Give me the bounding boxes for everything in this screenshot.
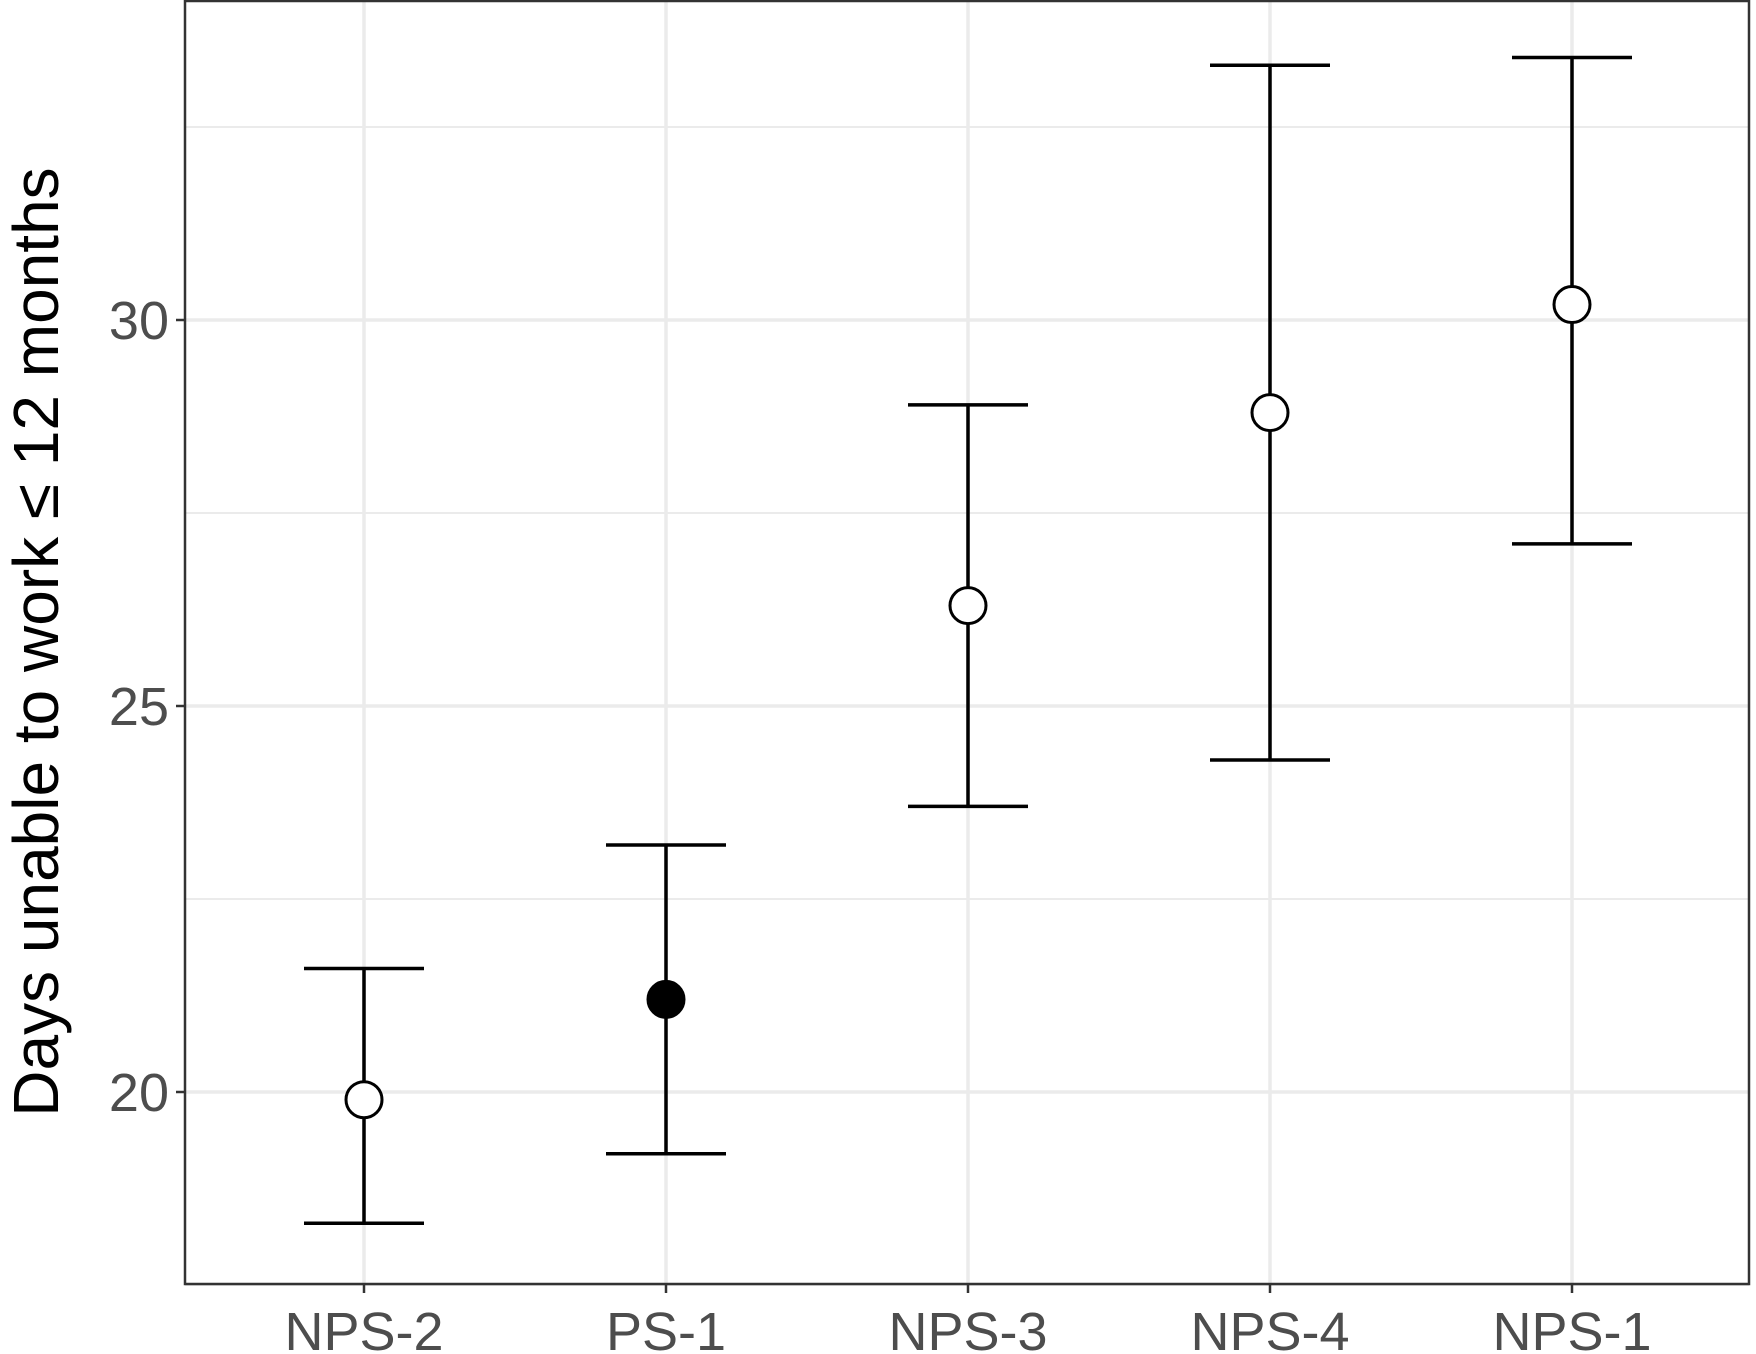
point-NPS-2: [344, 1080, 384, 1120]
x-tick-label: NPS-2: [284, 1302, 443, 1354]
point-NPS-1: [1552, 285, 1592, 325]
x-tick-label: NPS-1: [1492, 1302, 1651, 1354]
y-tick-label: 25: [109, 677, 169, 737]
y-axis-title: Days unable to work ≤ 12 months: [0, 167, 72, 1116]
x-tick-label: NPS-4: [1190, 1302, 1349, 1354]
point-NPS-3: [948, 586, 988, 626]
axes: 20 25 30 NPS-2 PS-1 NPS-3 NPS-4 NPS-1: [109, 291, 1652, 1354]
data-marks: [304, 55, 1632, 1225]
x-tick-label: PS-1: [606, 1302, 726, 1354]
point-NPS-4: [1250, 393, 1290, 433]
point-PS-1: [646, 979, 686, 1019]
y-tick-label: 20: [109, 1063, 169, 1123]
x-tick-label: NPS-3: [888, 1302, 1047, 1354]
y-tick-label: 30: [109, 291, 169, 351]
